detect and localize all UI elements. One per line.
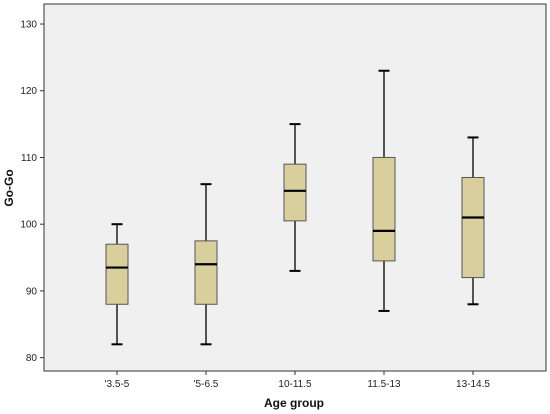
y-axis-title: Go-Go [2,169,16,206]
y-tick-label-100: 100 [20,220,37,231]
boxes-group [105,69,485,346]
y-tick-label-80: 80 [26,353,38,364]
box-iqr [461,176,485,279]
box-iqr [105,243,129,305]
box-2 [283,123,307,272]
x-tick-label-0: '3.5-5 [105,379,130,390]
x-tick-label-3: 11.5-13 [367,379,401,390]
box-0 [105,223,129,346]
box-4 [461,136,485,306]
box-3 [372,69,396,312]
x-axis-title: Age group [264,396,324,410]
y-axis: 80 90 100 110 120 130 [20,20,44,364]
y-tick-label-130: 130 [20,20,37,31]
box-iqr [372,156,396,262]
box-1 [194,183,218,346]
x-axis: '3.5-5 '5-6.5 10-11.5 11.5-13 13-14.5 [105,371,490,390]
box-iqr [194,240,218,305]
y-tick-label-120: 120 [20,86,37,97]
y-tick-label-90: 90 [26,286,38,297]
x-tick-label-4: 13-14.5 [456,379,490,390]
x-tick-label-1: '5-6.5 [194,379,219,390]
y-tick-label-110: 110 [21,153,37,164]
box-iqr [283,163,307,222]
x-tick-label-2: 10-11.5 [278,379,312,390]
